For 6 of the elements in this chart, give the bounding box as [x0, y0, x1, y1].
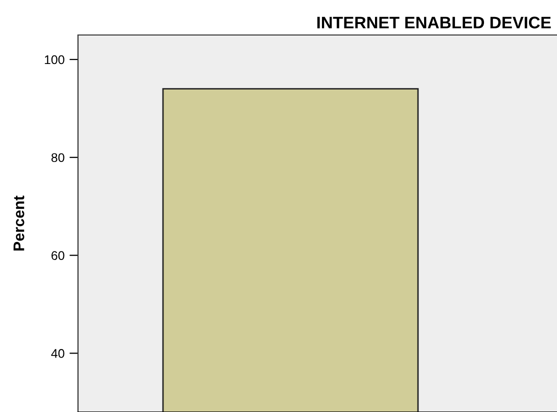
- y-tick-label: 100: [44, 55, 64, 64]
- y-tick-label: 80: [51, 153, 64, 162]
- y-tick-label: 40: [51, 349, 64, 358]
- y-axis-title: Percent: [14, 196, 24, 250]
- y-tick-label: 60: [52, 251, 64, 260]
- chart-title: INTERNET ENABLED DEVICE: [317, 16, 551, 28]
